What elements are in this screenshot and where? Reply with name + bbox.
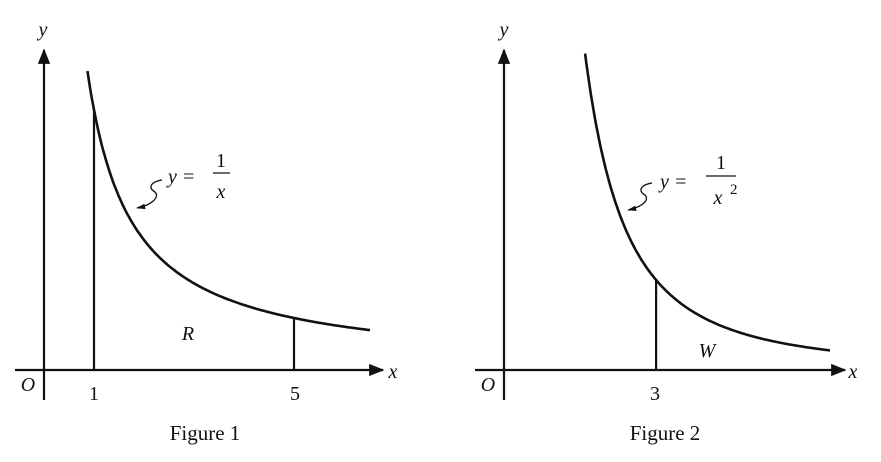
tick-label-1: 1 bbox=[89, 383, 99, 405]
y-axis-label: y bbox=[498, 19, 509, 41]
figure-2: y x O 3 W y = 1 x 2 Figure 2 bbox=[475, 19, 858, 445]
x-axis-label: x bbox=[388, 361, 398, 383]
equation-label: y = 1 x 2 bbox=[658, 152, 738, 209]
pointer-arrow-icon bbox=[136, 179, 163, 210]
tick-label-5: 5 bbox=[290, 383, 300, 405]
equation-lhs: y = bbox=[658, 171, 687, 193]
figure-caption: Figure 2 bbox=[630, 421, 701, 445]
equation-label: y = 1 x bbox=[166, 150, 230, 203]
curve-1-over-x-squared bbox=[583, 53, 831, 352]
equation-numerator: 1 bbox=[216, 150, 226, 172]
x-axis-label: x bbox=[848, 361, 858, 383]
tick-label-3: 3 bbox=[650, 383, 660, 405]
figure-caption: Figure 1 bbox=[170, 421, 241, 445]
equation-denominator: x bbox=[713, 187, 723, 209]
equation-exponent: 2 bbox=[730, 182, 738, 198]
y-axis-label: y bbox=[37, 19, 48, 41]
equation-denominator: x bbox=[216, 181, 226, 203]
pointer-arrow-icon bbox=[627, 182, 653, 211]
origin-label: O bbox=[21, 374, 35, 396]
origin-label: O bbox=[481, 374, 495, 396]
equation-lhs: y = bbox=[166, 166, 195, 188]
figure-1: y x O 1 5 R y = 1 x Figure 1 bbox=[15, 19, 398, 445]
equation-numerator: 1 bbox=[716, 152, 726, 174]
region-label-w: W bbox=[699, 340, 718, 362]
curve-1-over-x bbox=[86, 70, 371, 332]
region-label-r: R bbox=[181, 323, 194, 345]
